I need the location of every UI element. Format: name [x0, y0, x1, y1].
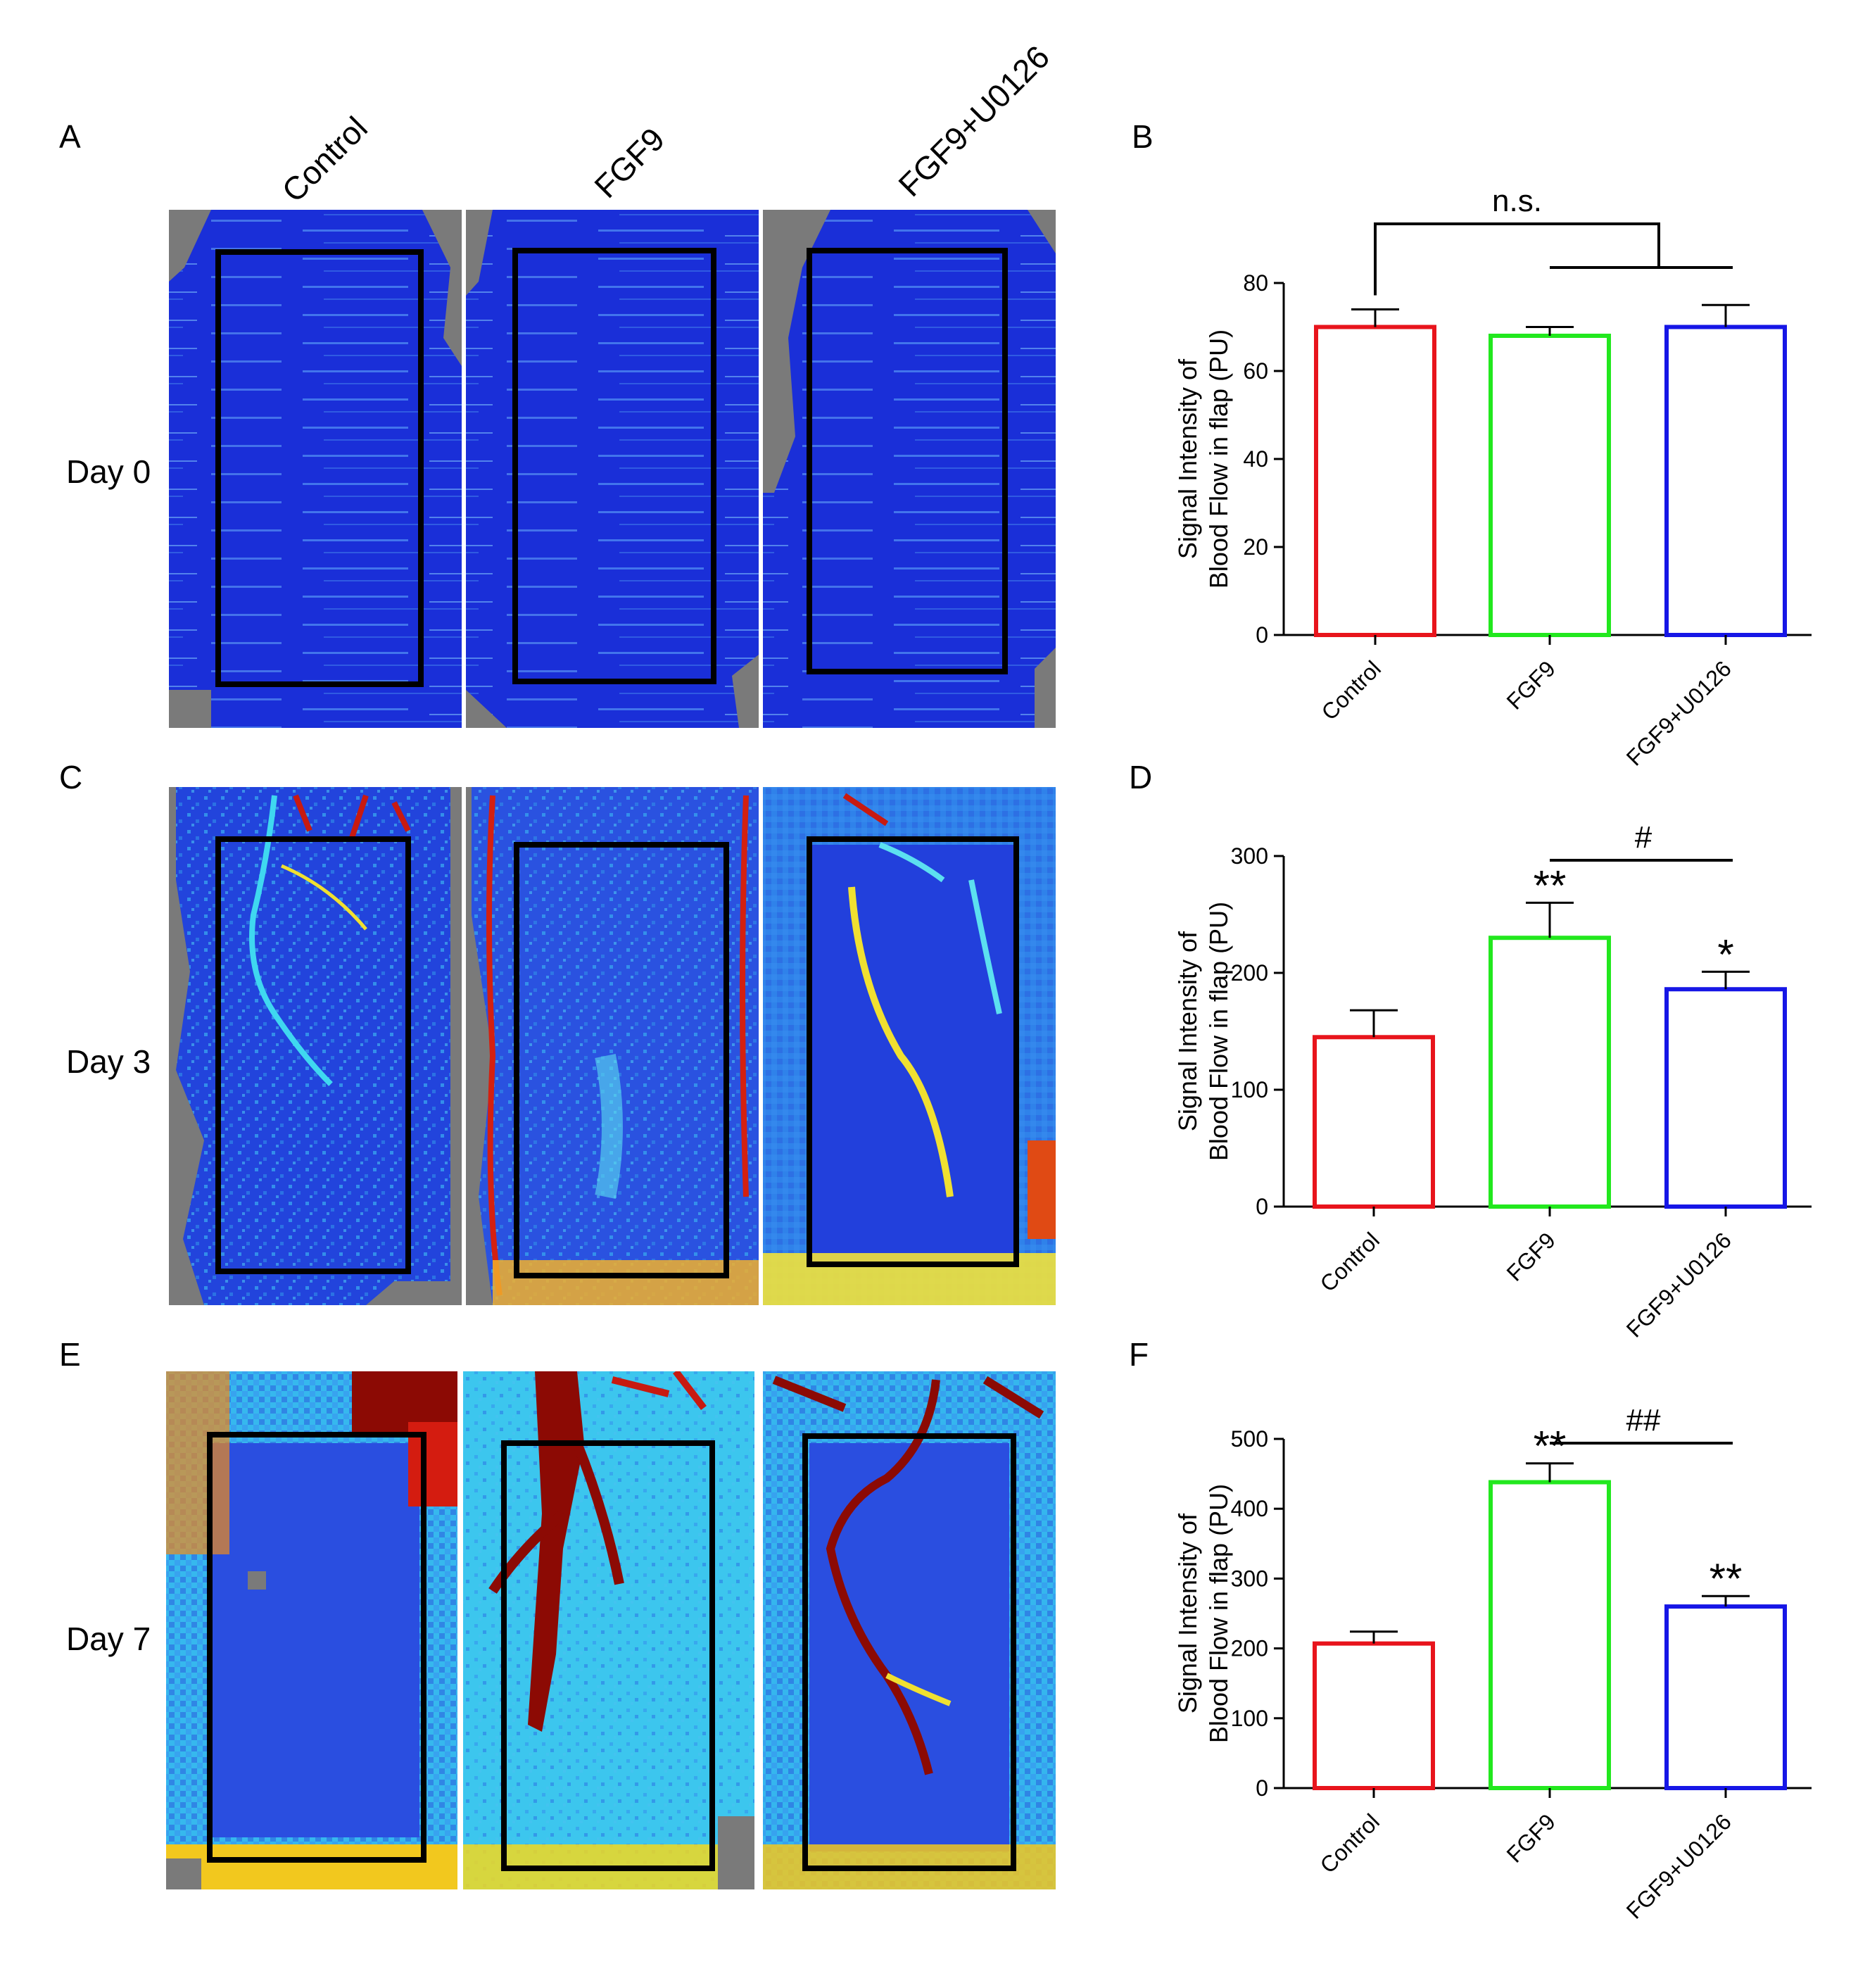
roi-box-day0-fgf9 — [512, 248, 716, 684]
y-axis-label: Blood Flow in flap (PU) — [1204, 902, 1233, 1161]
roi-box-day3-fgf9-u0126 — [807, 836, 1019, 1267]
flap-image-day7-control — [166, 1371, 457, 1889]
y-axis-label: Blood Flow in flap (PU) — [1204, 329, 1233, 589]
roi-box-day7-control — [207, 1432, 426, 1863]
y-tick-label: 0 — [1256, 1775, 1268, 1801]
y-tick-label: 100 — [1231, 1706, 1268, 1731]
bar — [1664, 987, 1787, 1209]
panel-letter-a: A — [59, 118, 81, 155]
y-tick-label: 400 — [1231, 1496, 1268, 1521]
x-tick-label: Control — [1317, 655, 1386, 724]
flap-image-day7-fgf9-u0126 — [763, 1371, 1056, 1889]
comparison-label: ## — [1626, 1403, 1661, 1437]
y-axis-label: Signal Intensity of — [1173, 931, 1202, 1131]
bar — [1313, 1035, 1435, 1209]
x-tick-label: FGF9+U0126 — [1622, 1808, 1736, 1923]
roi-box-day3-control — [215, 836, 411, 1274]
y-axis-label: Signal Intensity of — [1173, 358, 1202, 559]
y-axis-label: Signal Intensity of — [1173, 1513, 1202, 1713]
bar — [1314, 325, 1436, 637]
panel-letter-e: E — [59, 1336, 81, 1373]
significance-stars: * — [1717, 931, 1733, 978]
roi-box-day7-fgf9-u0126 — [802, 1433, 1016, 1871]
roi-box-day7-fgf9 — [501, 1440, 715, 1871]
column-label-fgf9: FGF9 — [587, 120, 671, 205]
y-tick-label: 200 — [1231, 1636, 1268, 1661]
bar-chart-day7: 0 100 200 300 400 500 Signal Intensity of Blood… — [1173, 1403, 1812, 1924]
y-axis-label: Blood Flow in flap (PU) — [1204, 1484, 1233, 1743]
significance-stars: ** — [1710, 1555, 1743, 1602]
x-tick-label: FGF9 — [1502, 1227, 1560, 1285]
flap-image-day7-fgf9 — [463, 1371, 754, 1889]
roi-box-day0-fgf9-u0126 — [807, 248, 1008, 674]
comparison-label: n.s. — [1492, 184, 1542, 218]
roi-box-day3-fgf9 — [514, 842, 729, 1278]
y-tick-label: 60 — [1243, 358, 1268, 384]
y-tick-label: 0 — [1256, 622, 1268, 648]
panel-letter-f: F — [1129, 1336, 1149, 1373]
x-tick-label: FGF9 — [1502, 655, 1560, 714]
comparison-label: # — [1635, 820, 1652, 855]
x-tick-label: Control — [1315, 1227, 1384, 1296]
panel-letter-d: D — [1129, 759, 1152, 795]
y-tick-label: 20 — [1243, 534, 1268, 560]
flap-image-day3-control — [169, 787, 462, 1305]
bar — [1489, 936, 1611, 1209]
bar — [1664, 325, 1787, 637]
y-tick-label: 300 — [1231, 843, 1268, 869]
panel-letter-c: C — [59, 759, 82, 795]
bar-chart-day0: 0 20 40 60 80 Signal Intensity of Blood Flow i… — [1173, 184, 1812, 771]
y-tick-label: 300 — [1231, 1566, 1268, 1591]
flap-image-day0-control — [169, 210, 462, 728]
significance-stars: ** — [1534, 862, 1567, 909]
y-tick-label: 100 — [1231, 1077, 1268, 1102]
x-tick-label: Control — [1315, 1808, 1384, 1877]
y-tick-label: 80 — [1243, 270, 1268, 296]
panel-letter-b: B — [1132, 118, 1154, 155]
y-tick-label: 200 — [1231, 960, 1268, 986]
x-tick-label: FGF9+U0126 — [1622, 1227, 1736, 1342]
column-label-fgf9-u0126: FGF9+U0126 — [891, 38, 1056, 203]
row-label-day3: Day 3 — [66, 1043, 151, 1080]
roi-box-day0-control — [215, 249, 424, 687]
y-tick-label: 40 — [1243, 446, 1268, 472]
bar — [1489, 1480, 1611, 1790]
row-label-day7: Day 7 — [66, 1621, 151, 1657]
bar — [1313, 1641, 1435, 1790]
bar — [1489, 334, 1611, 637]
y-tick-label: 500 — [1231, 1426, 1268, 1452]
significance-stars: ** — [1534, 1423, 1567, 1470]
row-label-day0: Day 0 — [66, 453, 151, 490]
x-tick-label: FGF9 — [1502, 1808, 1560, 1867]
x-tick-label: FGF9+U0126 — [1622, 655, 1736, 770]
bar-chart-day3: 0 100 200 300 Signal Intensity of Blood Flow … — [1173, 820, 1812, 1342]
flap-image-day3-fgf9 — [466, 787, 759, 1305]
bar — [1664, 1604, 1787, 1791]
y-tick-label: 0 — [1256, 1194, 1268, 1219]
column-label-control: Control — [274, 109, 374, 209]
comparison-bracket — [1374, 222, 1660, 296]
